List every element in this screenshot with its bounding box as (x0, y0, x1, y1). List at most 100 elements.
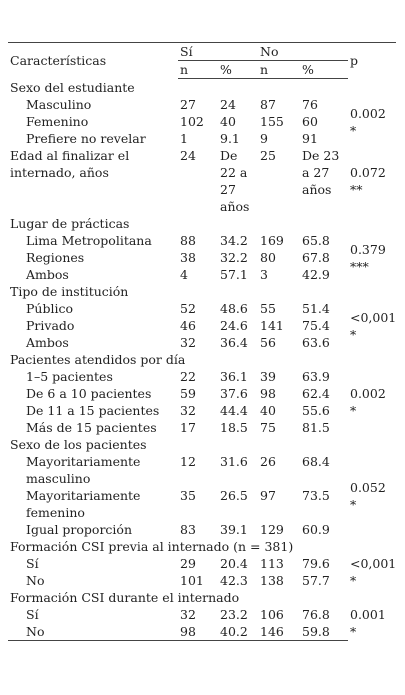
value-cell: 113 (260, 556, 284, 571)
value-cell: 24 (220, 97, 236, 112)
value-cell: 32.2 (220, 250, 248, 265)
value-cell: 39 (260, 369, 276, 384)
p-cell: 0.002 * (348, 96, 396, 147)
data-row: Femenino 102 40 155 60 (8, 113, 396, 130)
value-cell: 59.8 (300, 623, 348, 641)
data-row: Ambos 4 57.1 3 42.9 (8, 266, 396, 283)
value-cell: 79.6 (302, 556, 330, 571)
data-row: Mayoritariamente femenino 35 26.5 97 73.5 (8, 487, 396, 521)
data-row: Más de 15 pacientes 17 18.5 75 81.5 (8, 419, 396, 436)
value-cell: 37.6 (220, 386, 248, 401)
p-value: <0,001 (350, 309, 397, 325)
value-cell: 40.2 (218, 623, 258, 641)
header-cell: No (258, 42, 348, 61)
value-cell: 32 (180, 335, 196, 350)
group-row: Edad al finalizar el internado, años 24 De… (8, 147, 396, 215)
value-cell: 38 (180, 250, 196, 265)
p-value: 0.379 (350, 241, 386, 257)
row-label: Regiones (26, 250, 85, 265)
row-label: Femenino (26, 114, 89, 129)
value-cell: 80 (260, 250, 276, 265)
row-label: Ambos (26, 335, 69, 350)
header-cell: n (178, 60, 218, 79)
table-body: Características Sí No p n % n % Sexo del… (8, 42, 396, 641)
group-row: Formación CSI durante el internado (8, 589, 396, 606)
data-row: No 98 40.2 146 59.8 (8, 623, 396, 641)
data-row: Lima Metropolitana 88 34.2 169 65.8 0.379 *** (8, 232, 396, 274)
group-row: Formación CSI previa al internado (n = 3… (8, 538, 396, 555)
group-row: Lugar de prácticas (8, 215, 396, 232)
significance: * (350, 403, 357, 418)
data-row: Masculino 27 24 87 76 0.002 * (8, 96, 396, 138)
value-cell: 32 (180, 607, 196, 622)
group-label: Formación CSI previa al internado (n = 3… (10, 539, 294, 554)
data-row: 1–5 pacientes 22 36.1 39 63.9 0.002 * (8, 368, 396, 418)
value-cell: 27 (180, 97, 196, 112)
row-label: No (8, 623, 178, 641)
header-cell: % (218, 60, 258, 79)
group-label: Sexo de los pacientes (10, 437, 147, 452)
data-row: Sí 32 23.2 106 76.8 0.001 * (8, 606, 396, 639)
value-cell: 20.4 (220, 556, 248, 571)
group-row: Pacientes atendidos por día (8, 351, 396, 368)
value-cell: 138 (260, 573, 284, 588)
results-table: Características Sí No p n % n % Sexo del… (8, 42, 396, 641)
p-cell: 0.379 *** (348, 232, 396, 283)
row-label: Más de 15 pacientes (26, 420, 157, 435)
value-cell: 98 (178, 623, 218, 641)
group-label: Pacientes atendidos por día (10, 352, 186, 367)
row-label: Masculino (26, 97, 92, 112)
row-label: De 11 a 15 pacientes (26, 403, 160, 418)
significance: * (350, 496, 357, 512)
value-cell: 55.6 (302, 403, 330, 418)
group-label: Tipo de institución (10, 284, 129, 299)
value-cell: 17 (180, 420, 196, 435)
data-row: Público 52 48.6 55 51.4 <0,001 * (8, 300, 396, 342)
value-cell: 155 (260, 114, 284, 129)
value-cell: 36.1 (220, 369, 248, 384)
p-value: 0.052 (350, 479, 386, 495)
value-cell: 62.4 (302, 386, 330, 401)
row-label: Mayoritariamente femenino (26, 488, 141, 520)
value-cell: 55 (260, 301, 276, 316)
header-cell: p (348, 42, 396, 79)
value-cell: 68.4 (302, 454, 330, 469)
value-cell: 26.5 (220, 488, 248, 503)
value-cell: 24 (180, 148, 196, 163)
group-row: Tipo de institución (8, 283, 396, 300)
row-label: Prefiere no revelar (26, 131, 146, 146)
data-row: De 11 a 15 pacientes 32 44.4 40 55.6 (8, 402, 396, 419)
p-value: 0.001 (350, 607, 386, 623)
value-cell: 46 (180, 318, 196, 333)
p-cell: 0.002 * (348, 368, 396, 436)
value-cell: 65.8 (302, 233, 330, 248)
value-cell: 39.1 (220, 522, 248, 537)
value-cell: 76.8 (302, 607, 330, 622)
row-label: Lima Metropolitana (26, 233, 152, 248)
header-cell: Características (8, 42, 178, 79)
value-cell: 75 (260, 420, 276, 435)
value-cell: De 22 a 27 años (220, 148, 250, 214)
group-label: Lugar de prácticas (10, 216, 130, 231)
value-cell: 44.4 (220, 403, 248, 418)
data-row: Igual proporción 83 39.1 129 60.9 (8, 521, 396, 538)
value-cell: 56 (260, 335, 276, 350)
header-cell: % (300, 60, 348, 79)
value-cell: 9 (260, 131, 268, 146)
value-cell: 18.5 (220, 420, 248, 435)
value-cell: 22 (180, 369, 196, 384)
p-cell: 0.072 ** (348, 147, 396, 215)
value-cell: 1 (180, 131, 188, 146)
value-cell: 52 (180, 301, 196, 316)
row-label: No (26, 573, 45, 588)
value-cell: 81.5 (302, 420, 330, 435)
p-value: 0.002 (350, 386, 386, 401)
value-cell: 40 (220, 114, 236, 129)
row-label: Sí (26, 556, 39, 571)
value-cell: 129 (260, 522, 284, 537)
significance: * (350, 573, 357, 588)
value-cell: 48.6 (220, 301, 248, 316)
value-cell: 76 (302, 97, 318, 112)
value-cell: 25 (260, 148, 276, 163)
value-cell: 102 (180, 114, 204, 129)
